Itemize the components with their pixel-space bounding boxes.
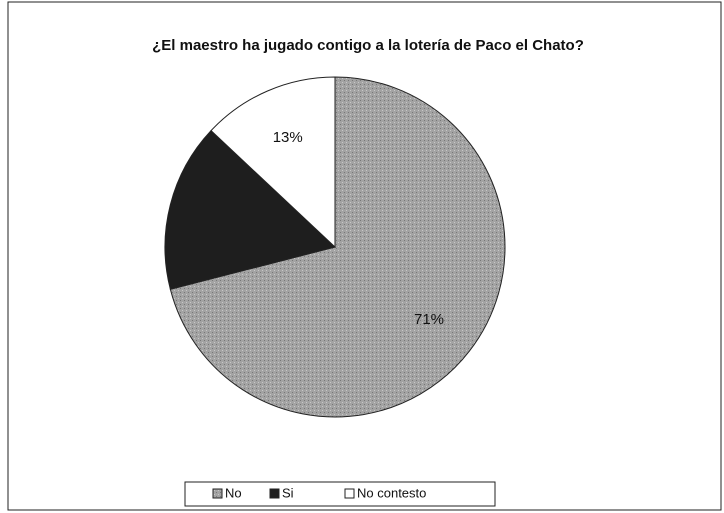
legend-swatch <box>212 488 223 499</box>
pie-slice <box>210 76 336 249</box>
legend-label: No contesto <box>357 485 426 500</box>
data-label: 71% <box>414 311 444 328</box>
legend-swatch <box>269 488 280 499</box>
chart-title: ¿El maestro ha jugado contigo a la loter… <box>152 37 584 54</box>
legend-swatch <box>344 488 355 499</box>
legend-label: No <box>225 485 242 500</box>
data-label: 13% <box>273 129 303 146</box>
pie-slice <box>164 129 337 290</box>
pie-slice <box>169 76 506 418</box>
legend-label: Si <box>282 485 294 500</box>
legend-frame <box>184 481 496 507</box>
